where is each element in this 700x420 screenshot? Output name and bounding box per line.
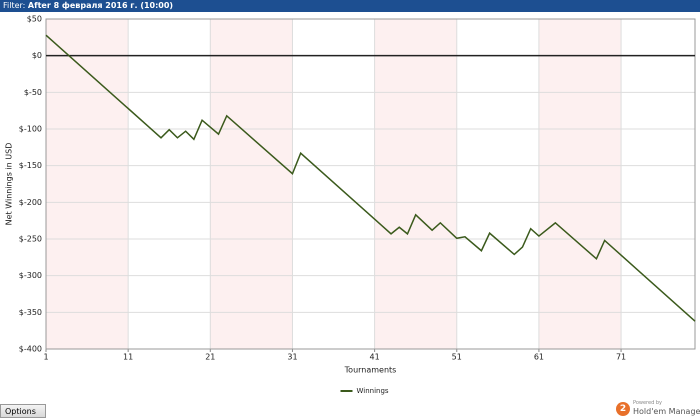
line — [45, 34, 696, 322]
x-tick-label: 1 — [43, 353, 48, 362]
y-axis-label: Net Winnings in USD — [5, 143, 14, 226]
band — [374, 19, 457, 349]
brand: Hold'em Manager — [633, 407, 700, 416]
x-tick-label: 71 — [616, 353, 626, 362]
band — [538, 19, 622, 349]
band — [46, 19, 129, 349]
logo: 2 — [616, 402, 630, 416]
x-tick-label: 61 — [534, 353, 544, 362]
chart: $50 $0 $-50 $-100 $-150 $-200 $-250 $-300 $-350 $… — [5, 15, 696, 395]
x-tick-label: 41 — [370, 353, 380, 362]
y-tick-label: $-150 — [19, 161, 42, 170]
filter-bar: Filter: After 8 февраля 2016 г. (10:00) — [0, 0, 700, 12]
y-tick-label: $-100 — [19, 125, 42, 134]
powered-by-text: Powered by — [633, 400, 662, 406]
y-tick-label: $-300 — [19, 271, 42, 280]
y-tick-label: $-350 — [19, 308, 42, 317]
plot-frame — [45, 18, 696, 350]
y-tick-label: $-250 — [19, 235, 42, 244]
y-tick-label: $-200 — [19, 198, 42, 207]
filter-label: Filter: — [3, 1, 26, 10]
legend-label: Winnings — [357, 387, 389, 395]
x-tick-label: 21 — [205, 353, 215, 362]
y-tick-label: $0 — [32, 51, 42, 60]
filter-text: After 8 февраля 2016 г. (10:00) — [27, 1, 174, 10]
powered-by: 2 Powered by Hold'em Manager — [616, 399, 700, 419]
x-tick-label: 31 — [287, 353, 297, 362]
y-tick-label: $-400 — [19, 345, 42, 354]
x-axis-label: Tournaments — [344, 366, 397, 375]
options-button[interactable]: Options — [0, 404, 46, 418]
x-tick-label: 51 — [452, 353, 462, 362]
x-tick-label: 11 — [123, 353, 133, 362]
band — [210, 19, 293, 349]
y-tick-label: $50 — [27, 15, 42, 24]
y-tick-label: $-50 — [24, 88, 42, 97]
